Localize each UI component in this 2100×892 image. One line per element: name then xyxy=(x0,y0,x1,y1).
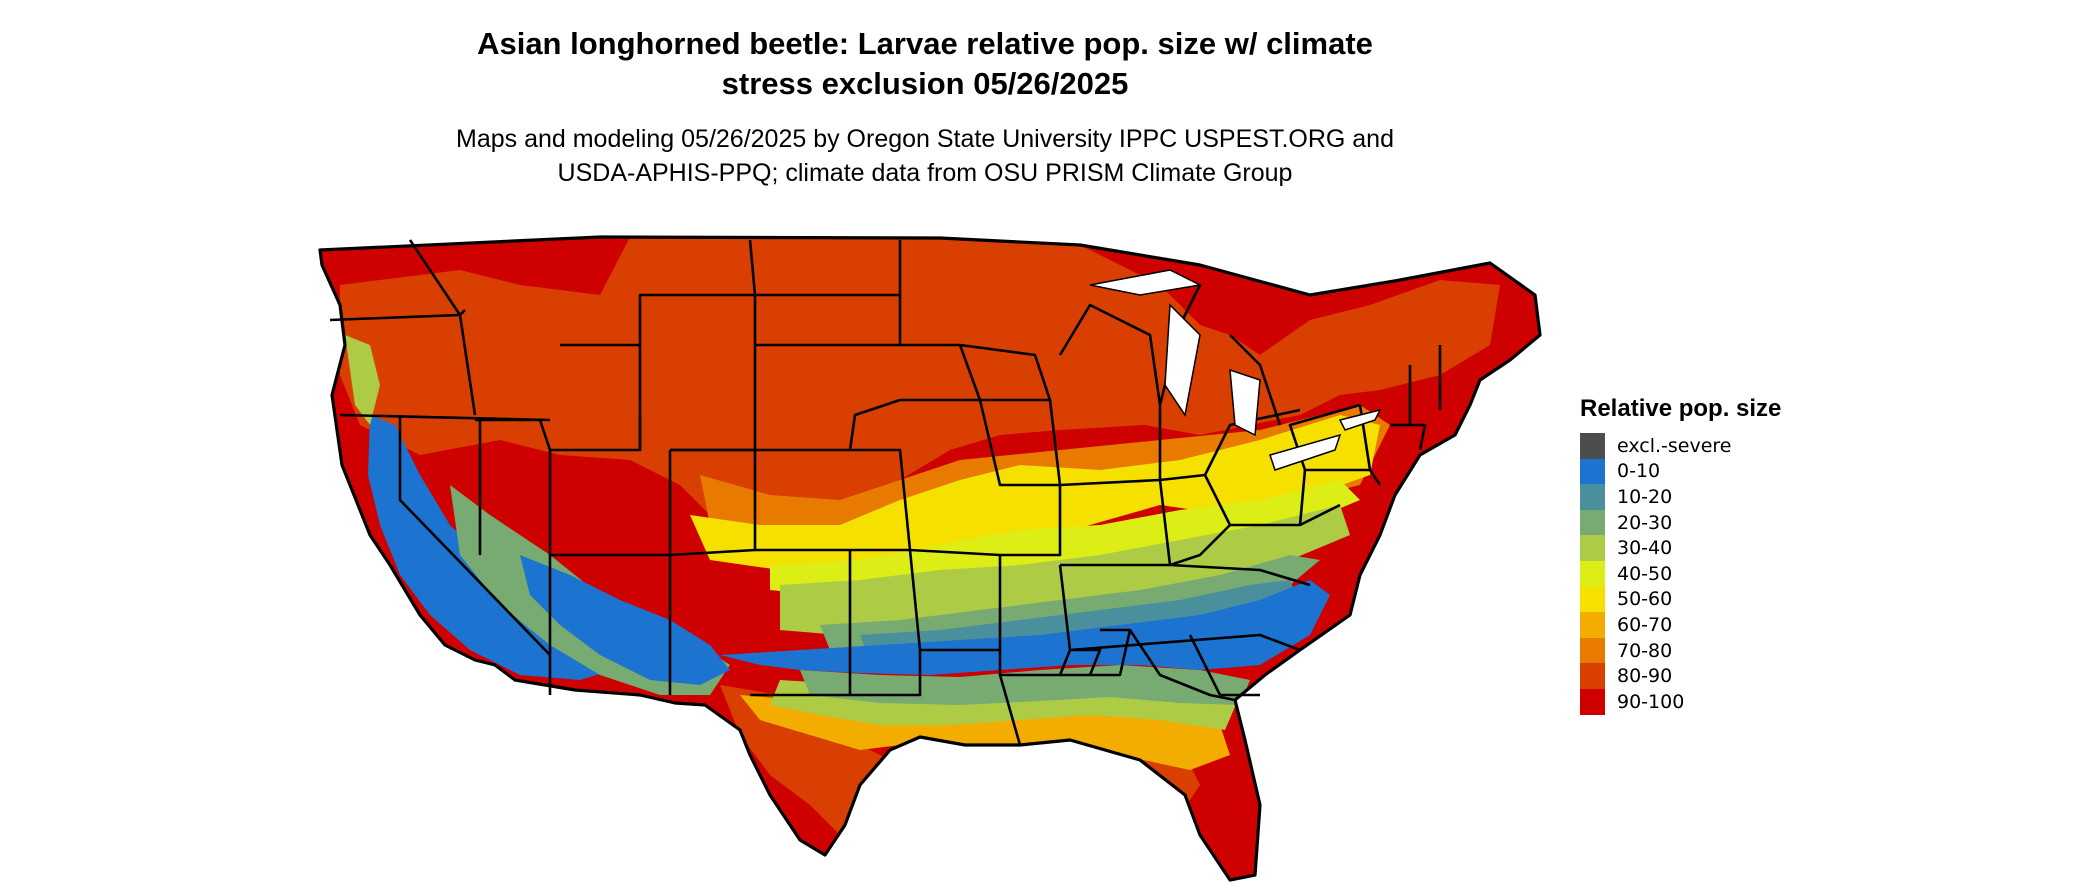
legend-swatch xyxy=(1580,612,1605,638)
legend-label: 70-80 xyxy=(1617,639,1673,662)
legend-title: Relative pop. size xyxy=(1580,395,1782,422)
legend-swatch xyxy=(1580,458,1605,485)
legend-label: 0-10 xyxy=(1617,460,1661,483)
map-title: Asian longhorned beetle: Larvae relative… xyxy=(400,24,1450,104)
zone-0-10-california xyxy=(368,415,630,680)
zone-20-30-north xyxy=(820,555,1320,650)
legend-swatch xyxy=(1580,509,1605,536)
legend-swatch xyxy=(1580,663,1605,689)
legend-label: 20-30 xyxy=(1617,511,1673,534)
zone-30-40-coast xyxy=(345,335,380,425)
legend-items: excl.-severe 0-10 10-20 20-30 30-40 40-50 50-6… xyxy=(1580,433,1781,715)
great-lakes xyxy=(1089,269,1382,471)
legend-label: excl.-severe xyxy=(1617,434,1732,457)
legend-item: 40-50 xyxy=(1580,560,1781,587)
legend-label: 80-90 xyxy=(1617,665,1673,688)
map-subtitle-line: USDA-APHIS-PPQ; climate data from OSU PR… xyxy=(557,159,1293,187)
legend-item: 70-80 xyxy=(1580,637,1781,664)
state-boundaries xyxy=(318,235,1542,882)
map-subtitle-line: Maps and modeling 05/26/2025 by Oregon S… xyxy=(456,125,1394,153)
legend-label: 50-60 xyxy=(1617,588,1673,611)
legend-swatch xyxy=(1580,637,1605,664)
legend-swatch xyxy=(1580,688,1605,715)
legend-item: 30-40 xyxy=(1580,535,1781,561)
legend-label: 40-50 xyxy=(1617,562,1673,585)
zone-80-90-north xyxy=(340,237,1500,545)
legend-swatch xyxy=(1580,484,1605,510)
map-title-line: Asian longhorned beetle: Larvae relative… xyxy=(477,26,1373,61)
zone-50-60 xyxy=(690,415,1380,570)
legend-item: 60-70 xyxy=(1580,612,1781,638)
legend-item: 10-20 xyxy=(1580,484,1781,510)
us-map xyxy=(318,235,1542,882)
zone-0-10-arizona xyxy=(520,555,730,685)
zone-30-40-north xyxy=(780,505,1350,635)
legend-label: 30-40 xyxy=(1617,537,1673,560)
legend-item: excl.-severe xyxy=(1580,433,1781,459)
legend: Relative pop. size excl.-severe 0-10 10-20… xyxy=(1580,395,1781,715)
legend-item: 80-90 xyxy=(1580,663,1781,689)
map-title-line: stress exclusion 05/26/2025 xyxy=(721,66,1129,101)
legend-swatch xyxy=(1580,433,1605,459)
legend-item: 0-10 xyxy=(1580,458,1781,485)
legend-item: 50-60 xyxy=(1580,586,1781,613)
zone-0-10-southeast xyxy=(720,580,1330,675)
legend-swatch xyxy=(1580,560,1605,587)
zone-40-50 xyxy=(770,480,1360,595)
legend-label: 60-70 xyxy=(1617,613,1673,636)
zone-80-90-south xyxy=(720,685,1200,835)
legend-label: 10-20 xyxy=(1617,485,1673,508)
legend-item: 90-100 xyxy=(1580,688,1781,715)
map-subtitle: Maps and modeling 05/26/2025 by Oregon S… xyxy=(380,122,1470,190)
legend-item: 20-30 xyxy=(1580,509,1781,536)
legend-swatch xyxy=(1580,586,1605,613)
legend-swatch xyxy=(1580,535,1605,561)
legend-label: 90-100 xyxy=(1617,690,1685,713)
